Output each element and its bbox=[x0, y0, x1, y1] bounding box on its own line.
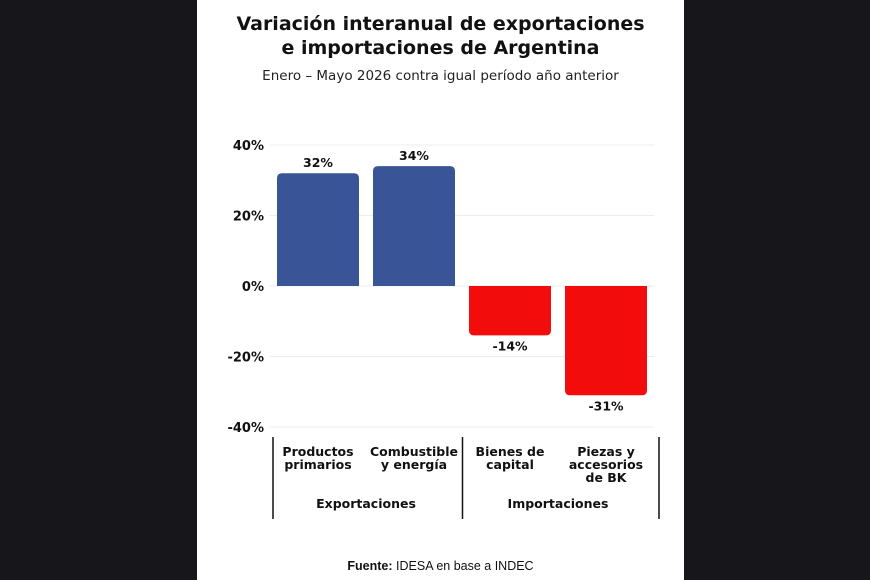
group-label: Importaciones bbox=[508, 496, 609, 511]
data-label: -14% bbox=[492, 338, 528, 353]
category-label-line: accesorios bbox=[569, 457, 643, 472]
y-tick-label: -40% bbox=[227, 421, 264, 436]
chart-card: Variación interanual de exportaciones e … bbox=[197, 0, 684, 580]
category-label-line: de BK bbox=[586, 470, 628, 485]
chart-subtitle: Enero – Mayo 2026 contra igual período a… bbox=[262, 68, 619, 84]
source-note: Fuente: IDESA en base a INDEC bbox=[197, 559, 684, 573]
bar bbox=[277, 173, 359, 286]
category-label-line: Piezas y bbox=[577, 444, 635, 459]
bar bbox=[469, 286, 551, 336]
category-label: Piezas y accesorios de BK bbox=[569, 444, 643, 485]
chart-title-line-2: e importaciones de Argentina bbox=[281, 37, 600, 59]
category-label-line: capital bbox=[486, 457, 534, 472]
y-tick-label: 20% bbox=[233, 210, 264, 225]
bar bbox=[373, 166, 455, 286]
category-label-line: primarios bbox=[284, 457, 351, 472]
category-label-line: y energía bbox=[381, 457, 447, 472]
data-label: -31% bbox=[588, 398, 624, 413]
source-label: Fuente: bbox=[347, 559, 393, 573]
y-tick-label: -20% bbox=[227, 351, 264, 366]
source-text: IDESA en base a INDEC bbox=[392, 559, 534, 573]
chart-title: Variación interanual de exportaciones e … bbox=[197, 12, 684, 60]
category-label: Bienes de capital bbox=[476, 444, 545, 472]
category-label-line: Combustible bbox=[370, 444, 458, 459]
category-label: Productos primarios bbox=[282, 444, 353, 472]
chart-title-line-1: Variación interanual de exportaciones bbox=[236, 13, 645, 35]
data-label: 32% bbox=[303, 155, 333, 170]
y-tick-label: 0% bbox=[242, 280, 264, 295]
category-label-line: Bienes de bbox=[476, 444, 545, 459]
category-label: Combustible y energía bbox=[370, 444, 458, 472]
bar-chart: 40% 20% 0% -20% -40% 32% 34% -14% -31% Productos p… bbox=[227, 139, 660, 519]
y-tick-label: 40% bbox=[233, 139, 264, 154]
bar bbox=[565, 286, 647, 396]
category-label-line: Productos bbox=[282, 444, 353, 459]
group-label: Exportaciones bbox=[316, 496, 416, 511]
data-label: 34% bbox=[399, 148, 429, 163]
